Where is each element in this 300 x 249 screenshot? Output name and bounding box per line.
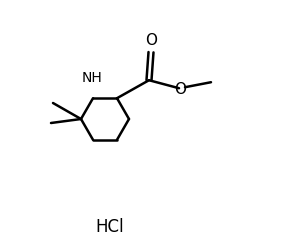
Text: HCl: HCl [96, 218, 124, 236]
Text: NH: NH [82, 71, 102, 85]
Text: O: O [145, 33, 157, 48]
Text: O: O [174, 82, 186, 97]
